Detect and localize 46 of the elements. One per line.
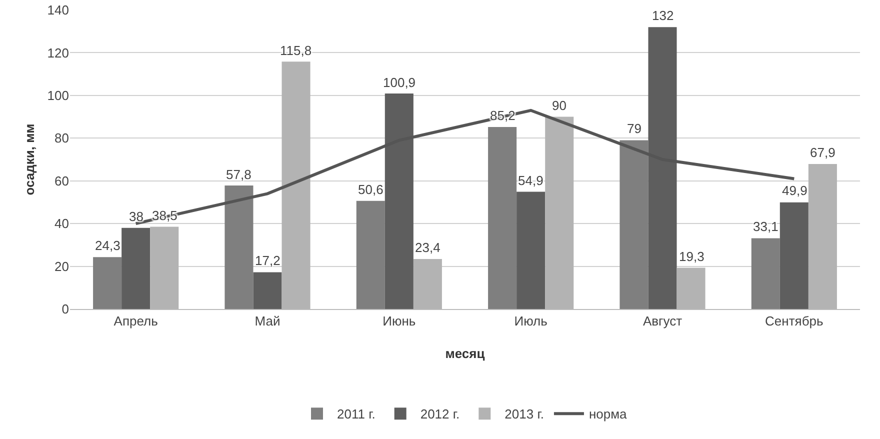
- legend-label: 2013 г.: [504, 406, 544, 422]
- y-tick-label: 140: [47, 2, 69, 18]
- bar: [93, 257, 122, 309]
- legend-label: 2012 г.: [420, 406, 460, 422]
- bar: [356, 200, 385, 309]
- legend-label: норма: [588, 406, 628, 422]
- data-label: 33,1: [753, 219, 778, 234]
- legend-label: 2011 г.: [337, 406, 376, 422]
- bar: [253, 272, 282, 309]
- data-label: 19,3: [679, 249, 704, 264]
- data-label: 57,8: [226, 167, 252, 182]
- x-axis-title: месяц: [445, 346, 485, 361]
- y-tick-label: 120: [47, 45, 69, 60]
- data-label: 100,9: [383, 75, 416, 90]
- data-label: 49,9: [782, 183, 808, 198]
- bar: [516, 192, 546, 309]
- data-label: 90: [552, 98, 566, 113]
- y-tick-label: 40: [54, 216, 69, 232]
- bar: [780, 202, 808, 309]
- bar: [224, 186, 254, 309]
- data-label: 17,2: [255, 253, 280, 268]
- y-tick-label: 0: [62, 302, 69, 317]
- x-tick-label: Июль: [514, 314, 548, 329]
- y-tick-label: 100: [47, 88, 69, 103]
- data-label: 54,9: [518, 173, 544, 188]
- y-tick-label: 80: [54, 130, 69, 146]
- bar: [620, 140, 648, 309]
- bar: [122, 228, 150, 309]
- bar: [488, 127, 517, 309]
- data-label: 23,4: [415, 240, 440, 255]
- data-label: 79: [627, 121, 642, 136]
- bar: [751, 238, 780, 309]
- x-tick-label: Май: [254, 314, 280, 329]
- y-tick-label: 60: [54, 173, 69, 188]
- x-tick-label: Апрель: [114, 314, 158, 329]
- y-axis-title: осадки, мм: [22, 124, 37, 196]
- data-label: 24,3: [95, 238, 120, 253]
- data-label: 115,8: [280, 43, 312, 58]
- data-label: 67,9: [810, 145, 836, 160]
- data-label: 50,6: [358, 182, 384, 197]
- y-tick-label: 20: [54, 258, 69, 274]
- data-label: 132: [652, 8, 674, 23]
- x-tick-label: Сентябрь: [765, 314, 824, 329]
- data-label: 38: [129, 209, 144, 224]
- x-tick-label: Август: [642, 314, 682, 329]
- x-tick-label: Июнь: [382, 314, 416, 329]
